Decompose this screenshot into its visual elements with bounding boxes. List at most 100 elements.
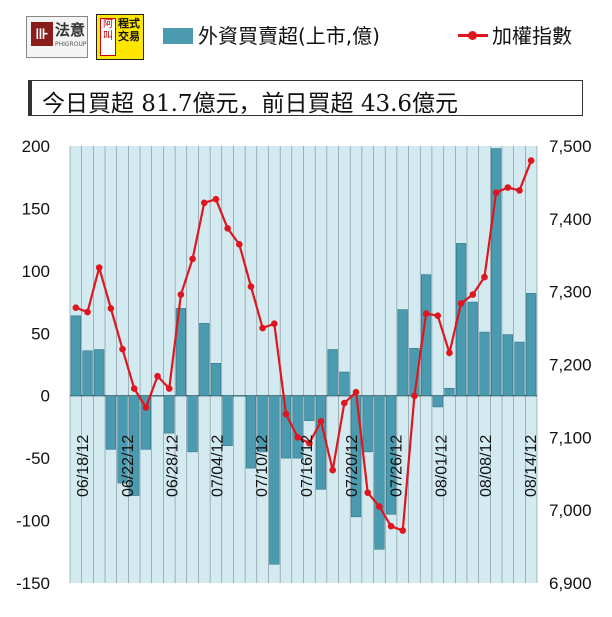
bar	[210, 363, 222, 396]
bar	[385, 395, 397, 515]
left-tick-label: 150	[22, 199, 50, 218]
bar-series	[70, 148, 537, 565]
right-tick-label: 7,500	[549, 137, 592, 156]
bar	[257, 395, 268, 453]
line-point	[165, 385, 173, 392]
bar	[70, 315, 81, 396]
line-point	[282, 410, 290, 418]
x-tick-label: 08/08/12	[478, 435, 495, 497]
x-axis: 06/18/12 06/22/12 06/28/12 07/04/12 07/10/12…	[75, 435, 540, 497]
left-tick-label: 200	[22, 137, 50, 156]
x-tick-label: 06/18/12	[75, 435, 92, 497]
right-tick-label: 7,100	[549, 428, 592, 447]
line-point	[422, 310, 430, 317]
bar	[304, 395, 315, 421]
line-point	[177, 291, 185, 298]
bar	[140, 395, 151, 450]
line-point	[119, 345, 126, 353]
bar	[105, 395, 116, 450]
x-tick-label: 07/10/12	[254, 435, 271, 497]
program-trading-logo: 阿叫 程式交易	[96, 14, 144, 60]
x-tick-label: 07/20/12	[344, 435, 361, 497]
line-point	[259, 324, 266, 332]
bar	[117, 395, 128, 484]
line-point	[527, 157, 535, 164]
bar	[164, 395, 175, 434]
bar	[175, 308, 186, 396]
left-tick-label: 100	[22, 262, 50, 281]
line-point	[469, 291, 477, 298]
right-tick-label: 7,200	[549, 356, 592, 375]
x-tick-label: 07/16/12	[299, 435, 316, 497]
line-point	[504, 184, 512, 191]
summary-box: 今日買超 81.7億元，前日買超 43.6億元	[28, 80, 583, 117]
bar	[280, 395, 292, 459]
line-point	[271, 320, 278, 328]
line-point	[294, 434, 301, 441]
line-point	[341, 399, 348, 407]
right-tick-label: 7,300	[549, 283, 592, 302]
phigroup-logo: ⊪ 法意 PHIGROUP	[26, 16, 88, 58]
bar	[199, 323, 210, 396]
line-point	[95, 264, 103, 271]
bar	[187, 395, 198, 453]
bar	[245, 395, 257, 469]
bar	[374, 395, 385, 550]
line-point	[142, 404, 150, 411]
line-point	[492, 189, 500, 196]
logo-mark-icon: ⊪	[31, 22, 53, 46]
line-point	[457, 300, 465, 307]
bar	[526, 293, 537, 396]
left-tick-label: -50	[25, 449, 50, 468]
bar	[152, 395, 163, 397]
legend-bar-swatch	[163, 28, 193, 44]
index-line	[75, 160, 533, 533]
line-point	[189, 255, 196, 263]
line-point	[154, 372, 161, 380]
line-point	[107, 305, 115, 312]
bar	[467, 301, 478, 396]
line-point	[352, 388, 360, 396]
line-point	[376, 503, 383, 510]
bar	[315, 395, 327, 490]
logo-subtext: PHIGROUP	[55, 41, 87, 48]
right-tick-label: 7,400	[549, 210, 592, 229]
right-tick-label: 6,900	[549, 574, 592, 593]
bar	[514, 341, 525, 396]
bar	[502, 334, 513, 396]
legend-line-marker	[468, 31, 477, 40]
line-point	[200, 199, 208, 207]
bar	[94, 349, 105, 396]
gridlines	[69, 146, 538, 583]
bar	[222, 395, 233, 446]
bar	[491, 148, 502, 396]
line-point	[130, 385, 138, 392]
x-tick-label: 07/26/12	[389, 435, 406, 497]
line-point	[516, 187, 523, 194]
bar	[234, 395, 245, 397]
line-point	[364, 489, 372, 496]
line-point	[224, 225, 231, 232]
right-axis: 6,900 7,000 7,100 7,200 7,300 7,400 7,500	[549, 137, 592, 593]
left-axis: -150 -100 -50 0 50 100 150 200	[16, 137, 50, 593]
line-point	[235, 241, 243, 248]
line-point	[306, 439, 313, 447]
line-point	[399, 527, 407, 534]
x-tick-label: 06/28/12	[165, 435, 182, 497]
bar	[432, 395, 443, 408]
x-tick-label: 08/01/12	[433, 435, 450, 497]
bar	[269, 395, 280, 565]
bar	[362, 395, 373, 453]
legend-line-label: 加權指數	[492, 24, 572, 48]
legend-bar-label: 外資買賣超(上市,億)	[198, 24, 380, 48]
line-point	[317, 418, 325, 425]
line-point	[247, 283, 255, 290]
logo-text: 法意	[55, 21, 86, 39]
x-tick-label: 06/22/12	[120, 435, 137, 497]
x-tick-label: 07/04/12	[209, 435, 226, 497]
logo2-box-text: 阿叫	[100, 18, 116, 56]
left-tick-label: -150	[16, 574, 50, 593]
line-point	[329, 466, 336, 474]
logo2-chars: 程式交易	[118, 17, 140, 43]
left-tick-label: 50	[31, 324, 50, 343]
